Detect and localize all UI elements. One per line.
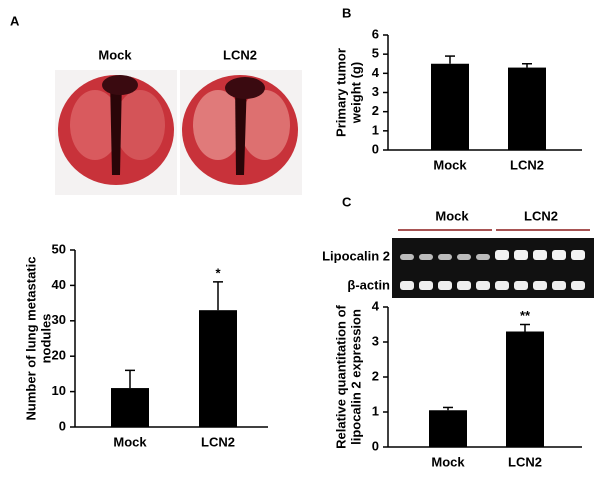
y-axis-label-line: Primary tumor	[334, 48, 349, 137]
significance-mark: *	[215, 265, 221, 280]
y-axis-label: Primary tumorweight (g)	[334, 48, 364, 137]
y-axis-label-line: nodules	[39, 314, 54, 364]
bar	[111, 388, 149, 427]
y-tick-label: 3	[372, 84, 379, 99]
y-tick-label: 0	[372, 438, 379, 453]
bar	[199, 310, 237, 427]
band	[476, 254, 490, 260]
y-tick-label: 40	[52, 277, 66, 292]
photo-label: Mock	[98, 47, 132, 62]
x-tick-label: Mock	[113, 434, 147, 449]
band	[552, 250, 566, 260]
y-axis-label: Number of lung metastaticnodules	[24, 257, 54, 421]
y-tick-label: 5	[372, 46, 379, 61]
y-tick-label: 2	[372, 103, 379, 118]
photo-label: LCN2	[223, 47, 257, 62]
gel-image	[392, 238, 594, 298]
y-tick-label: 30	[52, 312, 66, 327]
y-axis-label-line: lipocalin 2 expression	[349, 309, 364, 445]
band	[552, 281, 566, 290]
y-tick-label: 4	[372, 65, 380, 80]
band	[476, 281, 490, 290]
lung-photo	[55, 70, 177, 195]
y-tick-label: 20	[52, 348, 66, 363]
band	[457, 254, 471, 260]
bar	[506, 331, 544, 447]
y-tick-label: 0	[372, 141, 379, 156]
band	[419, 254, 433, 260]
gel-row-label: Lipocalin 2	[322, 248, 390, 263]
band	[571, 281, 585, 290]
band	[495, 250, 509, 260]
band	[514, 250, 528, 260]
y-tick-label: 6	[372, 26, 379, 41]
panel-label: A	[10, 13, 20, 28]
panel-label: C	[342, 194, 352, 209]
y-tick-label: 0	[59, 418, 66, 433]
x-tick-label: Mock	[431, 454, 465, 469]
band	[457, 281, 471, 290]
band	[514, 281, 528, 290]
y-tick-label: 4	[372, 298, 380, 313]
error-bar	[443, 406, 453, 411]
y-tick-label: 1	[372, 122, 379, 137]
band	[400, 254, 414, 260]
significance-mark: **	[520, 308, 531, 323]
band	[400, 281, 414, 290]
bar	[508, 67, 546, 150]
gel-row-label: β-actin	[347, 277, 390, 292]
band	[438, 254, 452, 260]
y-axis-label-line: weight (g)	[349, 62, 364, 124]
band	[495, 281, 509, 290]
x-tick-label: LCN2	[510, 157, 544, 172]
y-axis-label: Relative quantitation oflipocalin 2 expr…	[334, 304, 364, 448]
y-tick-label: 1	[372, 403, 379, 418]
y-axis-label-line: Relative quantitation of	[334, 304, 349, 448]
x-tick-label: LCN2	[508, 454, 542, 469]
x-tick-label: LCN2	[201, 434, 235, 449]
y-tick-label: 2	[372, 368, 379, 383]
band	[571, 250, 585, 260]
band	[438, 281, 452, 290]
x-tick-label: Mock	[433, 157, 467, 172]
gel-group-label: Mock	[435, 208, 469, 223]
error-bar	[125, 369, 135, 389]
band	[533, 281, 547, 290]
panel-label: B	[342, 5, 351, 20]
error-bar	[213, 281, 223, 311]
y-tick-label: 3	[372, 333, 379, 348]
lung-photo	[180, 70, 302, 195]
error-bar	[520, 323, 530, 332]
bar	[431, 63, 469, 150]
y-tick-label: 10	[52, 383, 66, 398]
bar	[429, 410, 467, 447]
gel-group-label: LCN2	[524, 208, 558, 223]
band	[419, 281, 433, 290]
error-bar	[445, 55, 455, 64]
error-bar	[522, 63, 532, 68]
y-tick-label: 50	[52, 241, 66, 256]
y-axis-label-line: Number of lung metastatic	[24, 257, 39, 421]
band	[533, 250, 547, 260]
